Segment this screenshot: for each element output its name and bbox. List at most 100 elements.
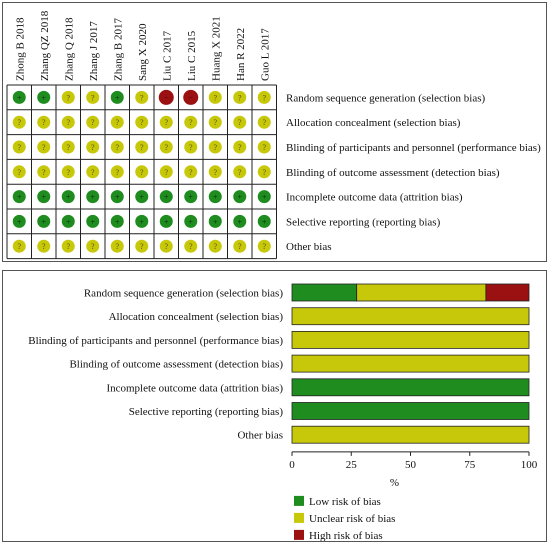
risk-judgement-low — [257, 214, 271, 228]
risk-symbol: + — [41, 193, 46, 202]
risk-symbol: ? — [115, 168, 119, 177]
risk-judgement-unclear — [37, 115, 51, 129]
risk-judgement-low — [110, 90, 124, 104]
risk-judgement-unclear — [208, 239, 222, 253]
risk-judgement-unclear — [86, 140, 100, 154]
risk-symbol: ? — [17, 143, 21, 152]
risk-symbol: + — [115, 217, 120, 226]
risk-symbol: + — [41, 93, 46, 102]
risk-judgement-low — [233, 214, 247, 228]
risk-judgement-unclear — [61, 115, 75, 129]
risk-symbol: ? — [42, 118, 46, 127]
legend: Low risk of bias Unclear risk of bias High… — [294, 495, 395, 542]
risk-symbol: + — [213, 217, 218, 226]
risk-judgement-low — [135, 214, 149, 228]
risk-symbol: − — [188, 93, 193, 102]
x-tick-label: 100 — [521, 459, 538, 471]
risk-judgement-low — [184, 190, 198, 204]
risk-symbol: + — [90, 217, 95, 226]
risk-judgement-unclear — [110, 165, 124, 179]
risk-symbol: + — [262, 217, 267, 226]
study-header: Huang X 2021 — [210, 16, 222, 81]
risk-symbol: ? — [17, 242, 21, 251]
risk-judgement-unclear — [12, 165, 26, 179]
risk-symbol: + — [17, 93, 22, 102]
risk-judgement-unclear — [61, 140, 75, 154]
risk-symbol: ? — [91, 168, 95, 177]
study-header: Zhong B 2018 — [14, 17, 26, 81]
risk-symbol: ? — [164, 143, 168, 152]
risk-symbol: ? — [91, 118, 95, 127]
risk-symbol: + — [41, 217, 46, 226]
risk-judgement-unclear — [61, 239, 75, 253]
risk-symbol: ? — [262, 242, 266, 251]
risk-symbol: ? — [42, 168, 46, 177]
study-header: Sang X 2020 — [137, 23, 149, 81]
risk-judgement-low — [159, 190, 173, 204]
bar-segment-unclear — [356, 283, 487, 302]
risk-symbol: + — [237, 217, 242, 226]
legend-label: Low risk of bias — [309, 496, 381, 508]
risk-symbol: ? — [42, 143, 46, 152]
risk-symbol: ? — [238, 143, 242, 152]
risk-symbol: + — [115, 93, 120, 102]
risk-symbol: ? — [140, 242, 144, 251]
category-label: Blinding of outcome assessment (detectio… — [69, 359, 283, 371]
risk-judgement-unclear — [12, 115, 26, 129]
study-header: Liu C 2015 — [186, 30, 198, 81]
legend-swatch-unclear — [294, 512, 304, 523]
category-label: Selective reporting (reporting bias) — [129, 406, 284, 418]
bar-segment-high — [485, 283, 530, 302]
risk-judgement-unclear — [208, 115, 222, 129]
risk-judgement-unclear — [184, 115, 198, 129]
risk-symbol: + — [17, 193, 22, 202]
risk-of-bias-summary-panel: Zhong B 2018 Zhang QZ 2018 Zhang Q 2018 Zha… — [2, 2, 547, 262]
risk-symbol: ? — [189, 118, 193, 127]
risk-judgement-unclear — [86, 165, 100, 179]
risk-judgement-high — [158, 89, 174, 105]
risk-symbol: ? — [115, 242, 119, 251]
x-tick-label: 50 — [405, 459, 417, 471]
risk-judgement-unclear — [184, 140, 198, 154]
risk-symbol: ? — [115, 143, 119, 152]
study-header: Guo L 2017 — [259, 28, 271, 81]
risk-judgement-unclear — [135, 90, 149, 104]
risk-judgement-unclear — [12, 140, 26, 154]
risk-symbol: ? — [213, 168, 217, 177]
risk-of-bias-graph-panel: Random sequence generation (selection bi… — [2, 270, 547, 542]
risk-judgement-low — [86, 190, 100, 204]
domain-label: Allocation concealment (selection bias) — [286, 117, 461, 129]
risk-judgement-unclear — [257, 140, 271, 154]
category-label: Blinding of participants and personnel (… — [28, 335, 283, 347]
summary-grid — [6, 84, 277, 260]
risk-symbol: + — [66, 217, 71, 226]
risk-judgement-low — [208, 190, 222, 204]
risk-symbol: ? — [66, 93, 70, 102]
risk-judgement-unclear — [110, 239, 124, 253]
risk-judgement-low — [61, 190, 75, 204]
risk-symbol: + — [139, 193, 144, 202]
risk-symbol: ? — [213, 118, 217, 127]
risk-symbol: + — [139, 217, 144, 226]
risk-symbol: ? — [91, 143, 95, 152]
risk-judgement-low — [257, 190, 271, 204]
risk-symbol: ? — [140, 143, 144, 152]
risk-judgement-unclear — [135, 165, 149, 179]
risk-symbol: ? — [213, 242, 217, 251]
risk-symbol: ? — [238, 118, 242, 127]
legend-label: High risk of bias — [309, 530, 383, 541]
risk-judgement-unclear — [208, 140, 222, 154]
risk-judgement-unclear — [135, 140, 149, 154]
risk-judgement-low — [12, 90, 26, 104]
risk-judgement-unclear — [86, 115, 100, 129]
risk-judgement-unclear — [233, 115, 247, 129]
risk-symbol: + — [164, 217, 169, 226]
study-header: Zhang J 2017 — [88, 21, 100, 81]
domain-label: Incomplete outcome data (attrition bias) — [286, 192, 463, 204]
risk-judgement-low — [184, 214, 198, 228]
bar-segment-low — [291, 402, 530, 420]
risk-judgement-low — [86, 214, 100, 228]
risk-judgement-low — [37, 190, 51, 204]
risk-symbol: ? — [189, 168, 193, 177]
risk-judgement-unclear — [37, 165, 51, 179]
